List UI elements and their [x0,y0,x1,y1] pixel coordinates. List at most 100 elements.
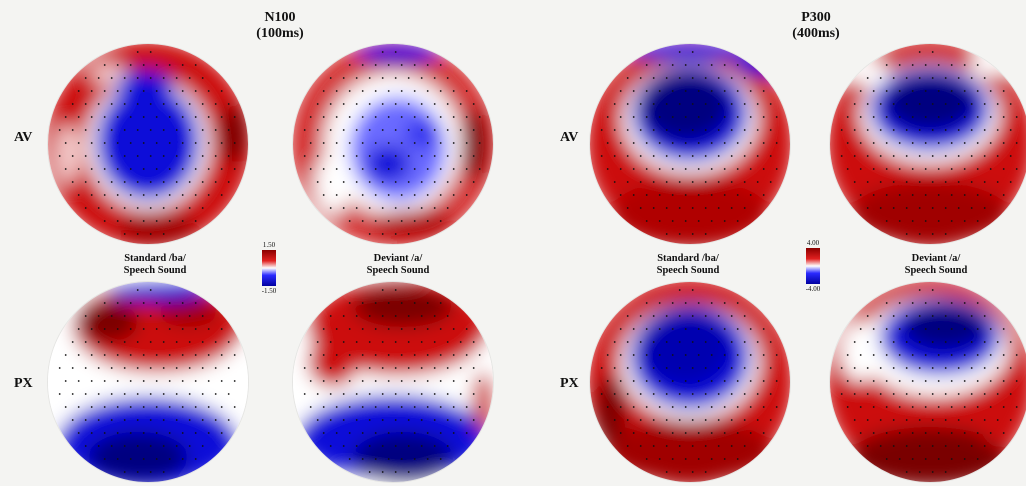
electrode-dot [110,419,113,421]
electrode-dot [361,194,364,196]
electrode-dot [911,458,914,460]
electrode-dot [691,155,694,157]
electrode-dot [924,328,927,330]
electrode-dot [762,168,765,170]
electrode-dot [149,77,152,79]
potential-blob [358,44,438,64]
electrode-dot [606,116,609,118]
electrode-dot [407,471,410,473]
electrode-dot [162,207,165,209]
electrode-dot [944,181,947,183]
electrode-dot [433,393,436,395]
topomap-p300-av-deviant [830,44,1026,244]
electrode-dot [892,77,895,79]
electrode-dot [905,207,908,209]
electrode-dot [90,116,93,118]
electrode-dot [619,406,622,408]
electrode-dot [684,380,687,382]
electrode-dot [931,77,934,79]
electrode-dot [452,328,455,330]
electrode-dot [439,220,442,222]
electrode-dot [613,341,616,343]
electrode-dot [316,419,319,421]
electrode-dot [859,380,862,382]
electrode-dot [652,315,655,317]
potential-blob [353,432,453,482]
electrode-dot [743,103,746,105]
electrode-dot [756,419,759,421]
electrode-dot [671,354,674,356]
electrode-dot [355,419,358,421]
electrode-dot [77,328,80,330]
electrode-dot [859,432,862,434]
electrode-dot [459,181,462,183]
electrode-dot [775,142,778,144]
electrode-dot [175,419,178,421]
electrode-dot [885,302,888,304]
electrode-dot [181,432,184,434]
electrode-dot [743,445,746,447]
electrode-dot [162,129,165,131]
electrode-dot [97,393,100,395]
electrode-dot [194,302,197,304]
electrode-dot [866,419,869,421]
electrode-dot [1009,103,1012,105]
electrode-dot [322,194,325,196]
electrode-dot [77,380,80,382]
electrode-dot [465,90,468,92]
electrode-dot [652,181,655,183]
electrode-dot [950,220,953,222]
electrode-dot [149,103,152,105]
electrode-dot [853,419,856,421]
electrode-dot [756,181,759,183]
electrode-dot [188,419,191,421]
electrode-dot [201,445,204,447]
electrode-dot [142,328,145,330]
electrode-dot [613,181,616,183]
electrode-dot [743,393,746,395]
electrode-dot [691,129,694,131]
electrode-dot [322,406,325,408]
electrode-dot [736,90,739,92]
electrode-dot [413,194,416,196]
electrode-dot [103,116,106,118]
electrode-dot [381,367,384,369]
electrode-dot [918,471,921,473]
electrode-dot [931,155,934,157]
electrode-dot [162,103,165,105]
electrode-dot [918,77,921,79]
electrode-dot [632,380,635,382]
electrode-dot [691,419,694,421]
potential-blob [373,210,453,238]
electrode-dot [420,103,423,105]
electrode-dot [924,302,927,304]
electrode-dot [743,155,746,157]
electrode-dot [645,458,648,460]
electrode-dot [387,116,390,118]
electrode-dot [168,90,171,92]
electrode-dot [1015,168,1018,170]
electrode-dot [704,315,707,317]
electrode-dot [970,129,973,131]
electrode-dot [892,207,895,209]
electrode-dot [136,341,139,343]
electrode-dot [658,90,661,92]
electrode-dot [361,432,364,434]
electrode-dot [381,315,384,317]
electrode-dot [201,419,204,421]
electrode-dot [885,194,888,196]
electrode-dot [155,458,158,460]
electrode-dot [853,393,856,395]
electrode-dot [155,432,158,434]
electrode-dot [996,367,999,369]
electrode-dot [756,155,759,157]
electrode-dot [64,142,67,144]
electrode-dot [846,380,849,382]
electrode-dot [892,419,895,421]
electrode-dot [600,367,603,369]
electrode-dot [626,181,629,183]
electrode-dot [116,142,119,144]
electrode-dot [407,341,410,343]
electrode-dot [717,393,720,395]
electrode-dot [665,419,668,421]
